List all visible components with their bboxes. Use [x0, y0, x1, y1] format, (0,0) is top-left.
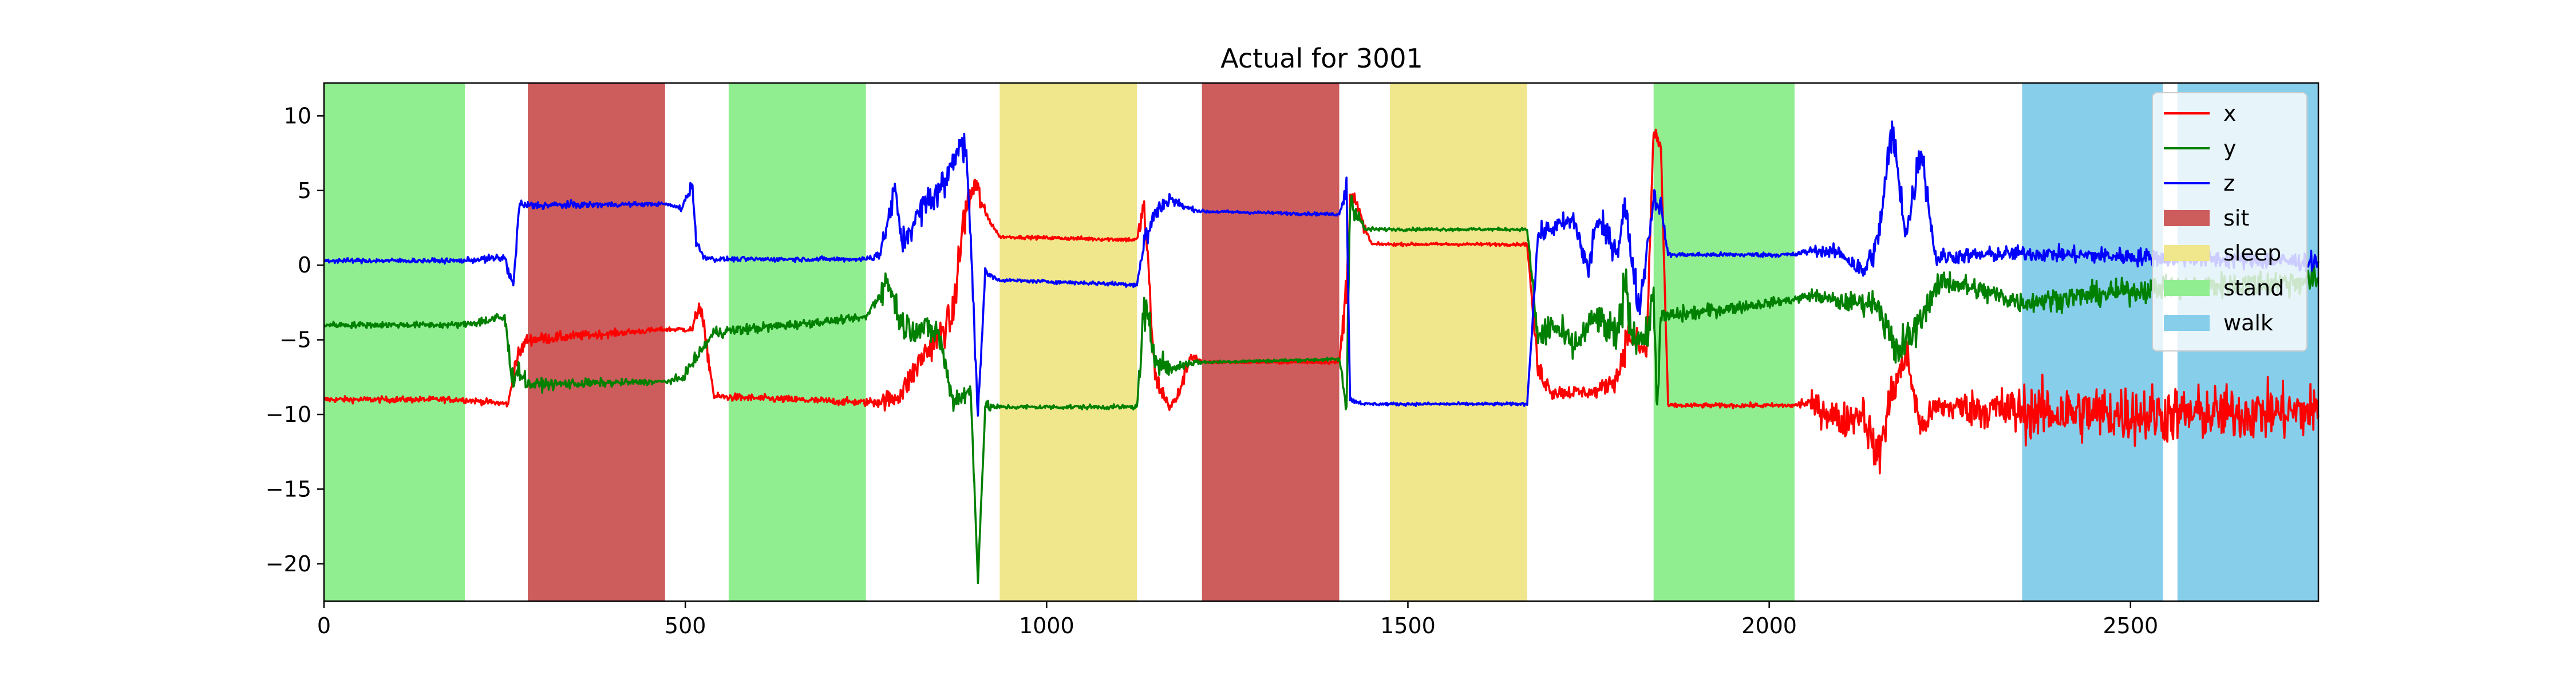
activity-band-sleep — [999, 83, 1137, 601]
y-tick-label: 5 — [298, 178, 311, 203]
x-tick-label: 500 — [665, 613, 706, 638]
legend-swatch-stand — [2164, 280, 2210, 296]
activity-band-sit — [528, 83, 665, 601]
legend-label-sleep: sleep — [2223, 240, 2281, 266]
legend-label-y: y — [2223, 136, 2237, 161]
legend-label-walk: walk — [2223, 310, 2273, 335]
y-tick-label: −10 — [266, 402, 311, 427]
legend: xyz sit sleep stand walk — [2152, 92, 2308, 352]
series-line-x — [323, 128, 2320, 475]
chart-title: Actual for 3001 — [1220, 43, 1423, 74]
x-axis: 0 500 1000 1500 2000 2500 — [317, 601, 2158, 638]
y-tick-label: 0 — [298, 252, 311, 278]
activity-band-sit — [1202, 83, 1340, 601]
x-tick-label: 2000 — [1741, 613, 1797, 638]
x-tick-label: 0 — [317, 613, 331, 638]
x-tick-label: 2500 — [2103, 613, 2158, 638]
y-tick-label: −15 — [266, 476, 311, 502]
activity-band-stand — [324, 83, 465, 601]
activity-band-sleep — [1389, 83, 1527, 601]
legend-label-x: x — [2223, 101, 2237, 126]
y-axis: 10 5 0 −5 −10 −15 −20 — [266, 103, 324, 577]
plot-frame — [323, 82, 2320, 602]
x-tick-label: 1000 — [1019, 613, 1074, 638]
x-tick-label: 1500 — [1380, 613, 1436, 638]
activity-band-walk — [2022, 83, 2163, 601]
y-tick-label: 10 — [284, 103, 311, 128]
y-tick-label: −5 — [279, 327, 311, 353]
series-line-z — [323, 120, 2320, 417]
legend-swatch-sit — [2164, 210, 2210, 226]
y-tick-label: −20 — [266, 551, 311, 577]
activity-band-stand — [728, 83, 866, 601]
series-line-y — [323, 195, 2320, 585]
series-lines — [323, 120, 2320, 585]
legend-label-z: z — [2223, 171, 2235, 196]
legend-label-stand: stand — [2223, 275, 2284, 301]
activity-bands — [324, 83, 2318, 601]
legend-swatch-walk — [2164, 315, 2210, 331]
activity-band-stand — [1653, 83, 1795, 601]
legend-label-sit: sit — [2223, 206, 2249, 231]
legend-swatch-sleep — [2164, 245, 2210, 261]
